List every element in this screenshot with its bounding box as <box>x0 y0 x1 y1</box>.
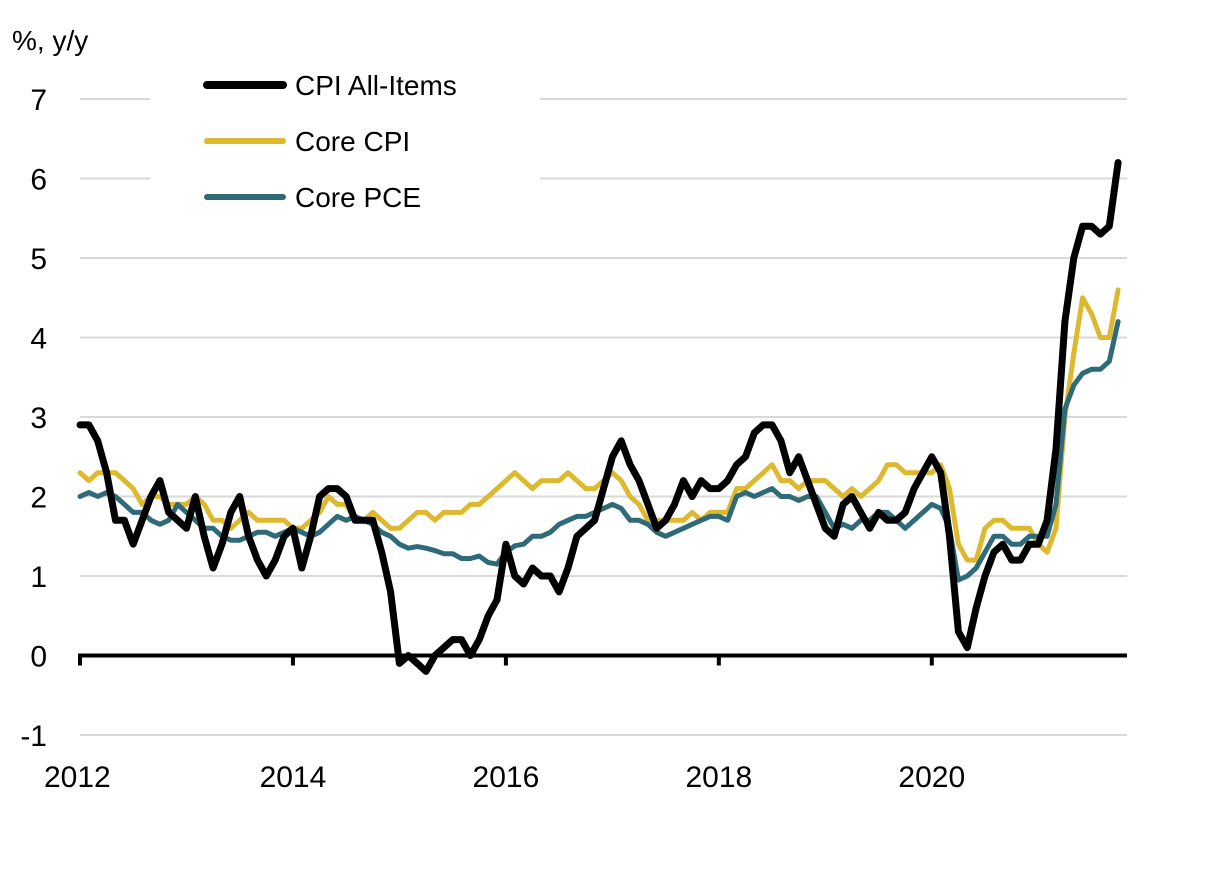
y-tick-label: 2 <box>30 482 47 515</box>
y-tick-label: 4 <box>30 323 47 356</box>
legend-label: CPI All-Items <box>295 70 457 101</box>
series-lines <box>76 159 1122 675</box>
y-tick-label: 0 <box>30 641 47 674</box>
x-tick-label: 2020 <box>898 761 965 794</box>
y-axis-tick-labels: -1 0 1 2 3 4 5 6 7 <box>20 84 47 753</box>
y-tick-label: 1 <box>30 561 47 594</box>
legend: CPI All-Items Core CPI Core PCE <box>150 63 540 219</box>
series-line-core-pce <box>77 319 1121 583</box>
series-line-core-cpi <box>77 287 1121 563</box>
x-axis-tick-labels: 2012 2014 2016 2018 2020 <box>44 761 965 794</box>
y-unit-label: %, y/y <box>12 25 88 56</box>
x-axis <box>78 653 1127 666</box>
legend-label: Core PCE <box>295 182 421 213</box>
y-tick-label: 7 <box>30 84 47 117</box>
legend-label: Core CPI <box>295 126 410 157</box>
y-tick-label: -1 <box>20 720 47 753</box>
x-tick-label: 2014 <box>260 761 327 794</box>
series-line-cpi-all-items <box>76 159 1122 675</box>
x-tick-label: 2016 <box>473 761 540 794</box>
y-tick-label: 3 <box>30 402 47 435</box>
y-tick-label: 6 <box>30 164 47 197</box>
x-tick-label: 2012 <box>44 761 111 794</box>
y-tick-label: 5 <box>30 243 47 276</box>
x-tick-label: 2018 <box>685 761 752 794</box>
